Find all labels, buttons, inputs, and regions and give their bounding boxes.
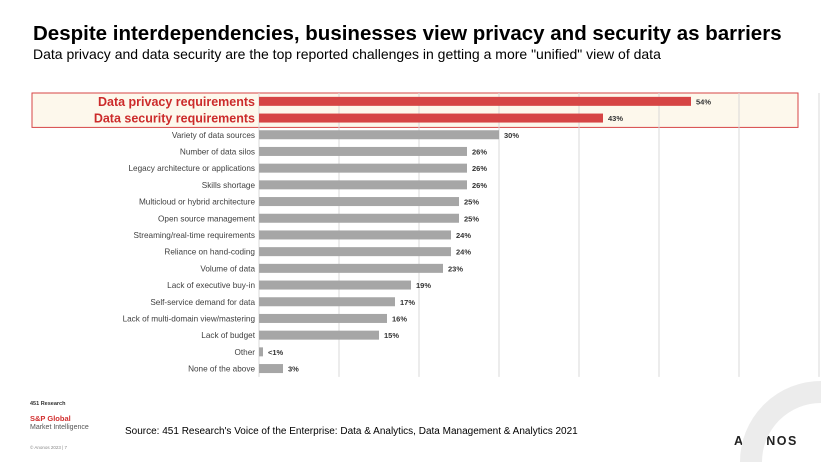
bar	[259, 347, 263, 357]
category-label: Volume of data	[200, 264, 255, 273]
data-label: 23%	[448, 264, 463, 273]
category-label: Data security requirements	[94, 112, 255, 126]
bar	[259, 364, 283, 374]
category-label: Other	[235, 348, 256, 357]
category-label: Open source management	[158, 214, 256, 223]
source-note: Source: 451 Research's Voice of the Ente…	[125, 426, 578, 437]
bar	[259, 230, 451, 240]
category-label: Lack of multi-domain view/mastering	[123, 314, 256, 323]
bar	[259, 213, 459, 223]
data-label: 26%	[472, 164, 487, 173]
bar	[259, 297, 395, 307]
bar	[259, 330, 379, 340]
category-label: Legacy architecture or applications	[128, 164, 255, 173]
category-label: Self-service demand for data	[150, 298, 255, 307]
data-label: 25%	[464, 214, 479, 223]
category-label: None of the above	[188, 365, 255, 374]
logo-451-research: 451 Research	[30, 401, 66, 407]
category-label: Skills shortage	[202, 181, 256, 190]
decorative-arc	[740, 381, 821, 462]
bar-chart: Data privacy requirements 54% Data securit…	[31, 92, 820, 377]
bar	[259, 146, 467, 156]
category-label: Data privacy requirements	[98, 95, 255, 109]
bar	[259, 247, 451, 257]
data-label: 15%	[384, 331, 399, 340]
data-label: <1%	[268, 348, 284, 357]
data-label: 3%	[288, 365, 299, 374]
bar	[259, 130, 499, 140]
category-label: Number of data silos	[180, 147, 255, 156]
data-label: 25%	[464, 198, 479, 207]
page-subtitle: Data privacy and data security are the t…	[33, 46, 661, 62]
data-label: 19%	[416, 281, 431, 290]
data-label: 26%	[472, 147, 487, 156]
bar	[259, 197, 459, 207]
data-label: 26%	[472, 181, 487, 190]
bar	[259, 113, 603, 123]
data-label: 24%	[456, 231, 471, 240]
data-label: 16%	[392, 314, 407, 323]
page-title: Despite interdependencies, businesses vi…	[33, 22, 782, 45]
bar	[259, 313, 387, 323]
category-label: Reliance on hand-coding	[164, 248, 255, 257]
logo-sp-global: S&P Global	[30, 414, 71, 423]
logo-market-intelligence: Market Intelligence	[30, 424, 89, 431]
category-label: Multicloud or hybrid architecture	[139, 198, 255, 207]
bar	[259, 180, 467, 190]
copyright-text: © Anonos 2023 | 7	[30, 445, 68, 450]
category-label: Variety of data sources	[172, 131, 255, 140]
bar	[259, 280, 411, 290]
bar	[259, 263, 443, 273]
data-label: 54%	[696, 97, 711, 106]
data-label: 17%	[400, 298, 415, 307]
bar	[259, 163, 467, 173]
data-label: 24%	[456, 248, 471, 257]
data-label: 30%	[504, 131, 519, 140]
category-label: Streaming/real-time requirements	[134, 231, 256, 240]
category-label: Lack of budget	[201, 331, 255, 340]
bar	[259, 96, 691, 106]
data-label: 43%	[608, 114, 623, 123]
category-label: Lack of executive buy-in	[167, 281, 255, 290]
